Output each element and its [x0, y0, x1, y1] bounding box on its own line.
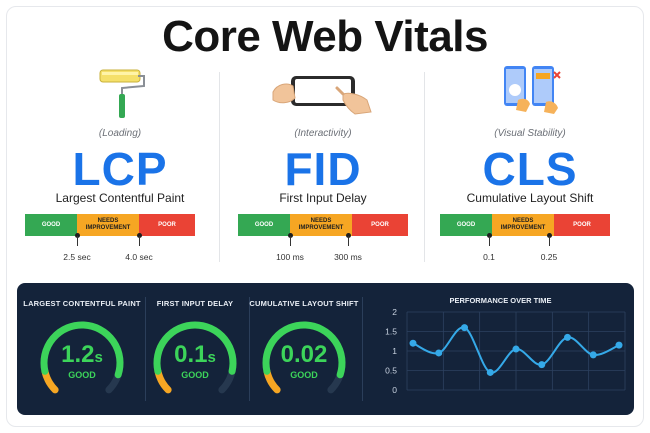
- metric-card-cls: (Visual Stability) CLS Cumulative Layout…: [430, 64, 630, 274]
- y-tick-label: 0.5: [385, 366, 397, 376]
- metric-name: First Input Delay: [279, 191, 367, 205]
- scale-good: GOOD: [25, 214, 77, 236]
- threshold-scale: GOOD NEEDS IMPROVEMENT POOR: [238, 214, 408, 236]
- data-point: [538, 361, 546, 369]
- page-title: Core Web Vitals: [162, 12, 488, 61]
- gauge-title: CUMULATIVE LAYOUT SHIFT: [249, 299, 359, 308]
- metric-card-fid: (Interactivity) FID First Input Delay GO…: [223, 64, 423, 274]
- gauge-value: 0.02: [280, 341, 328, 368]
- gauge-dial: [262, 321, 346, 394]
- gauge-title: FIRST INPUT DELAY: [156, 299, 234, 308]
- gauge-lcp: LARGEST CONTENTFUL PAINT 1.2s GOOD: [17, 283, 147, 415]
- gauge-title: LARGEST CONTENTFUL PAINT: [23, 299, 141, 308]
- scale-needs-improvement: NEEDS IMPROVEMENT: [492, 214, 554, 236]
- dashboard-divider: [362, 297, 363, 401]
- threshold-label: 0.25: [540, 252, 558, 262]
- y-tick-label: 1.5: [385, 327, 397, 337]
- scale-good: GOOD: [440, 214, 492, 236]
- metric-category: (Interactivity): [294, 128, 352, 139]
- data-point: [564, 333, 571, 341]
- gauge-fill: [262, 321, 346, 379]
- performance-chart-panel: PERFORMANCE OVER TIME 2 1.5 1 0.5 0: [367, 283, 634, 415]
- gauge-status: GOOD: [68, 370, 96, 380]
- data-point: [409, 339, 417, 347]
- performance-line-chart: 2 1.5 1 0.5 0: [385, 307, 626, 395]
- column-divider: [219, 72, 220, 262]
- chart-title: PERFORMANCE OVER TIME: [449, 296, 552, 305]
- gauge-fid: FIRST INPUT DELAY 0.1s GOOD: [145, 283, 245, 415]
- data-point: [435, 349, 443, 357]
- metric-abbreviation: FID: [284, 143, 362, 195]
- gauge-fill: [153, 321, 237, 375]
- metric-name: Largest Contentful Paint: [55, 191, 185, 205]
- data-point: [461, 324, 468, 332]
- threshold-tick: [290, 236, 291, 246]
- gauge-value: 1.2s: [61, 341, 103, 368]
- gauge-status: GOOD: [290, 370, 318, 380]
- metric-name: Cumulative Layout Shift: [466, 191, 594, 205]
- gauge-dial: [153, 321, 237, 394]
- metric-abbreviation: LCP: [72, 143, 168, 195]
- threshold-marker: [487, 233, 492, 238]
- metric-card-lcp: (Loading) LCP Largest Contentful Paint G…: [20, 64, 220, 274]
- scale-poor: POOR: [554, 214, 610, 236]
- dashboard-divider: [249, 297, 250, 401]
- threshold-marker: [346, 233, 351, 238]
- threshold-tick: [348, 236, 349, 246]
- y-tick-label: 1: [392, 346, 397, 356]
- threshold-tick: [77, 236, 78, 246]
- threshold-marker: [75, 233, 80, 238]
- metric-category: (Loading): [98, 128, 142, 139]
- scale-poor: POOR: [352, 214, 408, 236]
- gauge-status: GOOD: [181, 370, 209, 380]
- gauge-dial: [40, 321, 124, 394]
- gauge-cls: CUMULATIVE LAYOUT SHIFT 0.02 GOOD: [249, 283, 359, 415]
- threshold-marker: [288, 233, 293, 238]
- vitals-dashboard: LARGEST CONTENTFUL PAINT 1.2s GOOD FIRST…: [17, 283, 634, 415]
- gauge-value: 0.1s: [174, 341, 216, 368]
- threshold-label: 4.0 sec: [125, 252, 153, 262]
- dashboard-divider: [145, 297, 146, 401]
- threshold-marker: [137, 233, 142, 238]
- scale-good: GOOD: [238, 214, 290, 236]
- scale-poor: POOR: [139, 214, 195, 236]
- layout-shift-phones-icon: [504, 66, 561, 114]
- data-point: [486, 368, 494, 376]
- data-point: [512, 345, 520, 353]
- y-tick-label: 2: [392, 307, 397, 317]
- threshold-tick: [139, 236, 140, 246]
- metric-abbreviation: CLS: [482, 143, 578, 195]
- scale-needs-improvement: NEEDS IMPROVEMENT: [290, 214, 352, 236]
- threshold-label: 300 ms: [334, 252, 362, 262]
- y-tick-label: 0: [392, 385, 397, 395]
- threshold-tick: [549, 236, 550, 246]
- column-divider: [424, 72, 425, 262]
- data-point: [589, 351, 597, 359]
- threshold-label: 100 ms: [276, 252, 304, 262]
- metric-category: (Visual Stability): [494, 128, 566, 139]
- threshold-label: 2.5 sec: [63, 252, 91, 262]
- threshold-scale: GOOD NEEDS IMPROVEMENT POOR: [440, 214, 610, 236]
- gauge-fill: [40, 321, 124, 379]
- threshold-marker: [547, 233, 552, 238]
- data-point: [615, 341, 623, 349]
- threshold-tick: [489, 236, 490, 246]
- paint-roller-icon: [99, 69, 145, 118]
- threshold-scale: GOOD NEEDS IMPROVEMENT POOR: [25, 214, 195, 236]
- scale-needs-improvement: NEEDS IMPROVEMENT: [77, 214, 139, 236]
- threshold-label: 0.1: [483, 252, 495, 262]
- hand-tapping-phone-icon: [272, 76, 372, 115]
